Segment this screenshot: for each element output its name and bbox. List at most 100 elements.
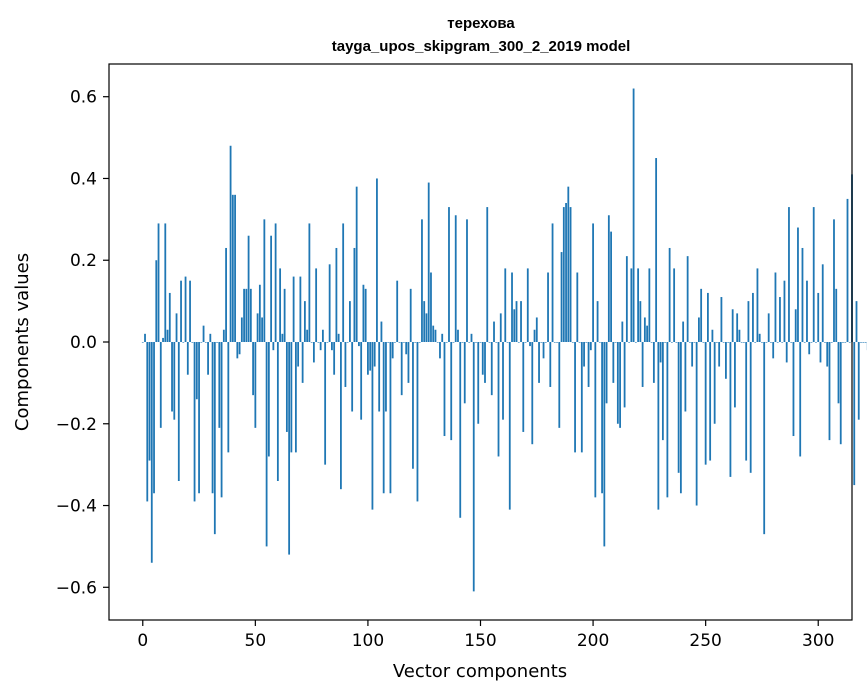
x-tick-label: 200 xyxy=(577,631,609,651)
bar-260 xyxy=(727,342,730,343)
bar-189 xyxy=(567,186,570,342)
bar-212 xyxy=(619,342,621,428)
bar-179 xyxy=(544,342,547,343)
bar-48 xyxy=(249,288,252,342)
bar-309 xyxy=(837,342,840,404)
x-tick-label: 150 xyxy=(464,631,496,651)
bar-45 xyxy=(243,288,245,342)
y-axis-ticks: −0.6 −0.4 −0.2 0.0 0.2 0.4 0.6 xyxy=(56,88,109,598)
bar-265 xyxy=(738,329,741,342)
bar-162 xyxy=(506,342,509,343)
bar-294 xyxy=(803,342,806,343)
bar-72 xyxy=(303,301,306,342)
bar-235 xyxy=(670,342,673,343)
bar-36 xyxy=(222,329,225,342)
bar-80 xyxy=(321,329,324,342)
bar-29 xyxy=(207,342,209,375)
bar-168 xyxy=(520,301,522,342)
bar-289 xyxy=(792,342,795,437)
bar-248 xyxy=(700,288,703,342)
bar-62 xyxy=(281,333,284,342)
bar-167 xyxy=(517,342,520,343)
bar-245 xyxy=(693,342,696,343)
bar-83 xyxy=(328,264,331,342)
bar-314 xyxy=(848,342,851,343)
bar-187 xyxy=(562,207,565,342)
bar-264 xyxy=(736,313,739,342)
bar-88 xyxy=(340,342,342,490)
y-tick-label: 0.4 xyxy=(70,169,97,189)
bar-43 xyxy=(238,342,241,355)
bar-313 xyxy=(846,198,849,342)
bar-293 xyxy=(801,247,804,342)
bar-286 xyxy=(785,342,788,363)
bar-194 xyxy=(578,342,581,343)
bar-20 xyxy=(186,342,189,375)
bar-281 xyxy=(774,272,777,342)
bar-258 xyxy=(722,342,725,343)
x-axis-label: Vector components xyxy=(393,661,567,682)
bar-15 xyxy=(175,313,178,342)
bar-146 xyxy=(470,333,473,342)
bar-155 xyxy=(490,342,493,396)
bar-113 xyxy=(396,280,399,342)
bar-283 xyxy=(779,297,781,342)
bar-231 xyxy=(661,342,664,441)
bar-122 xyxy=(416,342,419,502)
bar-317 xyxy=(855,301,858,342)
bar-269 xyxy=(747,301,750,342)
bar-320 xyxy=(862,342,865,343)
bar-295 xyxy=(806,280,808,342)
bar-232 xyxy=(664,342,667,343)
bar-22 xyxy=(191,342,194,343)
bar-271 xyxy=(752,292,754,342)
bar-115 xyxy=(400,342,403,396)
bar-311 xyxy=(842,342,844,343)
bar-35 xyxy=(220,342,223,498)
bar-32 xyxy=(213,342,216,535)
bar-223 xyxy=(643,317,646,342)
bar-129 xyxy=(432,325,435,342)
bar-61 xyxy=(279,268,282,342)
bar-185 xyxy=(558,342,561,428)
bar-9 xyxy=(162,337,164,342)
chart-title: терехова xyxy=(447,15,515,32)
bar-254 xyxy=(713,342,716,424)
bar-79 xyxy=(319,342,322,351)
bar-110 xyxy=(389,342,392,494)
bar-67 xyxy=(292,276,295,342)
y-tick-label: 0.0 xyxy=(70,333,97,353)
bar-98 xyxy=(362,284,365,342)
bar-153 xyxy=(486,207,489,342)
bar-66 xyxy=(290,342,293,453)
bar-19 xyxy=(184,276,187,342)
bar-233 xyxy=(666,342,669,498)
bar-181 xyxy=(549,342,552,387)
bar-147 xyxy=(472,342,475,592)
bar-305 xyxy=(828,342,831,441)
bar-236 xyxy=(673,268,676,342)
bar-119 xyxy=(409,288,412,342)
bar-135 xyxy=(445,342,448,343)
bar-262 xyxy=(731,309,734,342)
bar-171 xyxy=(526,268,529,342)
bar-170 xyxy=(524,342,527,343)
bar-47 xyxy=(247,235,250,342)
bar-109 xyxy=(387,342,390,343)
bar-226 xyxy=(650,342,653,343)
bar-140 xyxy=(457,329,459,342)
bar-151 xyxy=(481,342,484,375)
bar-101 xyxy=(369,342,372,371)
bar-0 xyxy=(141,342,144,343)
bar-91 xyxy=(346,342,349,343)
bar-243 xyxy=(688,342,691,343)
bar-76 xyxy=(312,342,315,363)
x-tick-label: 0 xyxy=(137,631,148,651)
bar-73 xyxy=(306,329,309,342)
bar-53 xyxy=(261,317,263,342)
bar-25 xyxy=(198,342,200,494)
bar-81 xyxy=(324,342,327,465)
bar-299 xyxy=(815,342,817,343)
bar-63 xyxy=(283,288,286,342)
bar-178 xyxy=(542,342,545,359)
